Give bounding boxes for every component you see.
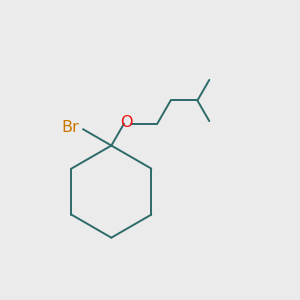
Text: Br: Br: [62, 120, 80, 135]
Text: O: O: [120, 115, 132, 130]
